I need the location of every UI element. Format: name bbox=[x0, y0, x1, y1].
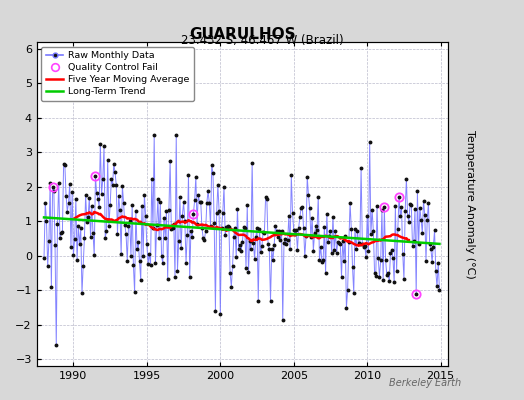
Y-axis label: Temperature Anomaly (°C): Temperature Anomaly (°C) bbox=[465, 130, 475, 278]
Legend: Raw Monthly Data, Quality Control Fail, Five Year Moving Average, Long-Term Tren: Raw Monthly Data, Quality Control Fail, … bbox=[41, 47, 194, 101]
Text: Berkeley Earth: Berkeley Earth bbox=[389, 378, 461, 388]
Title: GUARULHOS: GUARULHOS bbox=[189, 27, 296, 42]
Text: 23.432 S, 46.467 W (Brazil): 23.432 S, 46.467 W (Brazil) bbox=[181, 34, 343, 47]
